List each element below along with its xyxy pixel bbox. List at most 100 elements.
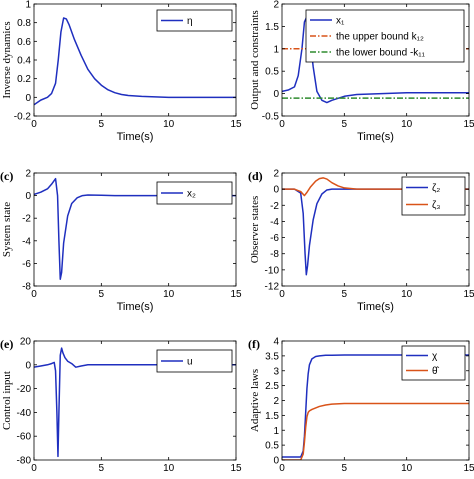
panel-label: (f) — [248, 337, 260, 351]
x-tick-label: 0 — [31, 119, 37, 130]
y-tick-label: -0.2 — [14, 112, 32, 123]
y-axis-label: Inverse dynamics — [1, 21, 13, 98]
x-tick-label: 10 — [163, 463, 175, 474]
series-line-1 — [282, 15, 469, 104]
y-tick-label: 0 — [25, 93, 31, 104]
y-tick-label: 0.4 — [17, 56, 31, 67]
y-tick-label: -8 — [22, 282, 31, 293]
y-tick-label: 0.6 — [17, 37, 31, 48]
y-tick-label: 2 — [25, 169, 31, 180]
y-tick-label: -0.5 — [262, 112, 280, 123]
y-tick-label: 1.5 — [265, 22, 279, 33]
y-tick-label: -12 — [265, 282, 280, 293]
y-tick-label: 4 — [273, 337, 279, 348]
y-tick-label: 2 — [273, 0, 279, 11]
panel-label: (e) — [0, 337, 13, 351]
plot-frame — [281, 3, 470, 117]
legend-entry: the lower bound -k₁₁ — [336, 48, 426, 59]
legend-box — [305, 9, 465, 63]
legend-entry: the upper bound k₁₂ — [336, 32, 424, 43]
y-tick-label: -2 — [22, 214, 31, 225]
x-tick-label: 0 — [31, 463, 37, 474]
y-tick-label: 0 — [273, 185, 279, 196]
x-tick-label: 5 — [99, 119, 105, 130]
y-tick-label: 1 — [273, 44, 279, 55]
x-tick-label: 0 — [279, 119, 285, 130]
series-line-1 — [34, 347, 236, 458]
y-tick-label: -2 — [270, 201, 279, 212]
x-tick-label: 5 — [342, 463, 348, 474]
legend: χ θ̂ — [401, 345, 466, 381]
x-tick-label: 15 — [463, 463, 474, 474]
legend-box — [401, 176, 466, 216]
legend-box — [156, 349, 233, 373]
y-axis-label: Output and constraints — [249, 10, 261, 110]
legend-entry: η — [187, 16, 193, 27]
x-axis-label: Time(s) — [357, 301, 394, 313]
legend: x₂ — [156, 181, 233, 205]
y-axis-label: System state — [1, 202, 13, 257]
y-tick-label: 0.8 — [17, 18, 31, 29]
y-tick-label: 0.5 — [265, 67, 279, 78]
legend-entry: χ — [432, 351, 438, 362]
y-tick-label: 2 — [273, 169, 279, 180]
x-tick-label: 0 — [31, 289, 37, 300]
y-tick-label: 0 — [25, 191, 31, 202]
x-tick-label: 15 — [230, 119, 242, 130]
legend: u — [156, 349, 233, 373]
y-axis-label: Adaptive laws — [249, 369, 261, 432]
legend: ζ₂ ζ₃ — [401, 176, 466, 216]
panel-label: (c) — [0, 169, 13, 183]
y-tick-label: -6 — [270, 233, 279, 244]
legend-entry: u — [187, 357, 193, 368]
y-tick-label: 0.2 — [17, 74, 31, 85]
x-tick-label: 15 — [230, 289, 242, 300]
x-tick-label: 10 — [401, 463, 413, 474]
y-tick-label: 20 — [20, 337, 32, 348]
plot-frame — [33, 340, 237, 461]
x-tick-label: 5 — [342, 119, 348, 130]
legend-box — [156, 181, 233, 205]
y-tick-label: 0.5 — [265, 441, 279, 452]
y-tick-label: -60 — [17, 432, 32, 443]
y-tick-label: 1 — [273, 426, 279, 437]
x-tick-label: 0 — [279, 289, 285, 300]
legend-entry: x₁ — [336, 16, 345, 27]
y-axis-label: Observer states — [249, 196, 261, 264]
legend: η — [156, 9, 233, 32]
y-tick-label: 0 — [273, 456, 279, 467]
x-tick-label: 15 — [463, 289, 474, 300]
x-axis-label: Time(s) — [357, 131, 394, 143]
y-tick-label: -10 — [265, 265, 280, 276]
plot-frame — [281, 172, 470, 287]
series-line-1 — [34, 17, 236, 106]
x-tick-label: 15 — [230, 463, 242, 474]
y-tick-label: -8 — [270, 249, 279, 260]
x-tick-label: 5 — [99, 289, 105, 300]
y-tick-label: -4 — [22, 236, 31, 247]
y-tick-label: -20 — [17, 384, 32, 395]
y-tick-label: -4 — [270, 217, 279, 228]
y-tick-label: 3 — [273, 366, 279, 377]
panel-label: (d) — [248, 169, 263, 183]
legend-entry: ζ₂ — [432, 183, 440, 194]
y-tick-label: 0 — [25, 360, 31, 371]
series-line-2 — [282, 177, 469, 197]
panel-3: 0 5 10 15 -8 -6 -4 -2 0 2 Time(s) System state (c) x₂ — [0, 169, 242, 314]
legend-box — [401, 345, 466, 381]
x-tick-label: 0 — [279, 463, 285, 474]
legend-entry: x₂ — [187, 189, 196, 200]
y-tick-label: 2.5 — [265, 381, 279, 392]
x-tick-label: 5 — [99, 463, 105, 474]
y-tick-label: 0 — [273, 89, 279, 100]
x-tick-label: 10 — [163, 119, 175, 130]
x-tick-label: 5 — [342, 289, 348, 300]
x-tick-label: 10 — [163, 289, 175, 300]
y-tick-label: -80 — [17, 456, 32, 467]
y-axis-label: Control input — [1, 371, 13, 430]
